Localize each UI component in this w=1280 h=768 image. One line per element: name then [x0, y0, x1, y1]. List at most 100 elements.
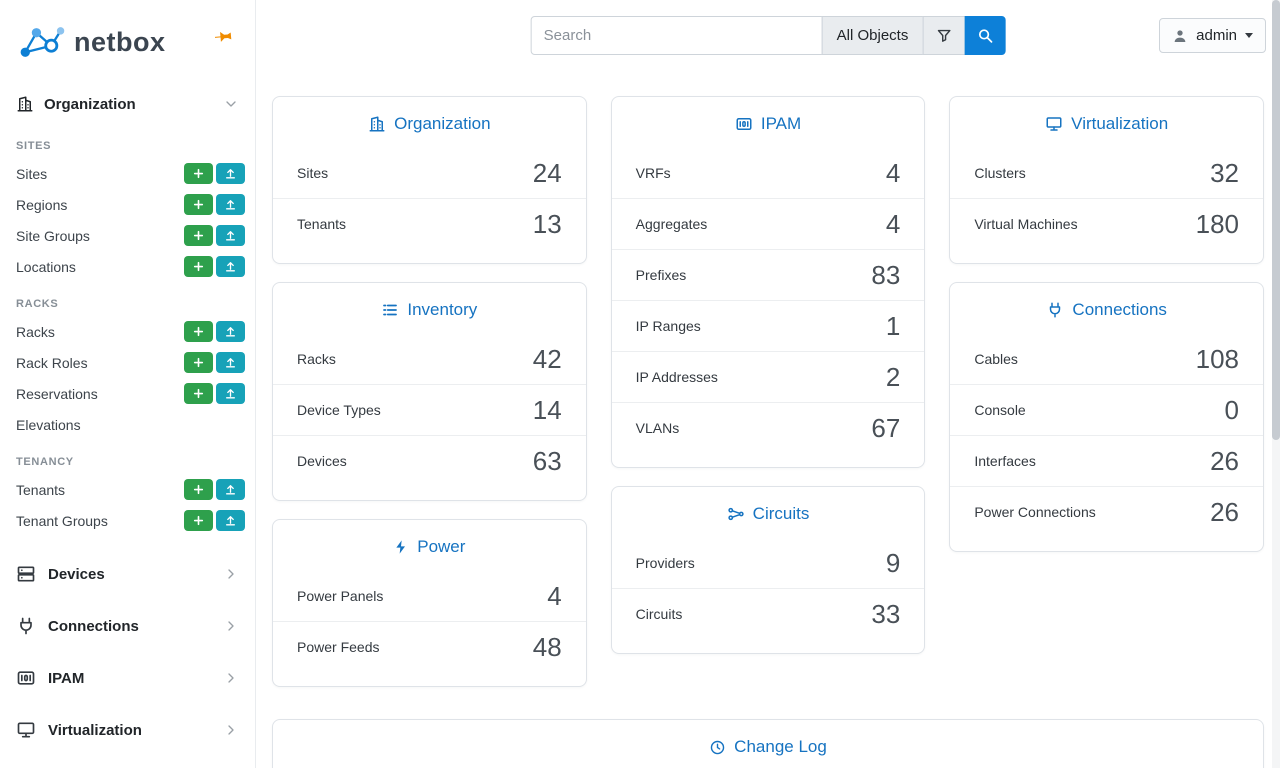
- import-button[interactable]: [216, 479, 245, 500]
- sidebar-link-sites[interactable]: Sites: [16, 165, 48, 182]
- sidebar-link-rack-roles[interactable]: Rack Roles: [16, 354, 88, 371]
- stat-value[interactable]: 4: [547, 581, 562, 611]
- upload-icon: [224, 356, 237, 369]
- stat-value[interactable]: 63: [532, 446, 562, 476]
- stat-value[interactable]: 67: [871, 413, 901, 443]
- sidebar-item-tenant-groups: Tenant Groups: [0, 505, 255, 536]
- cables-icon: [1046, 301, 1064, 319]
- building-icon: [368, 115, 386, 133]
- stat-value[interactable]: 4: [885, 209, 901, 239]
- sidebar-link-regions[interactable]: Regions: [16, 196, 68, 213]
- add-button[interactable]: [184, 479, 213, 500]
- sidebar-link-locations[interactable]: Locations: [16, 258, 76, 275]
- sidebar-link-tenants[interactable]: Tenants: [16, 481, 66, 498]
- stat-value[interactable]: 42: [532, 344, 562, 374]
- stat-value[interactable]: 32: [1210, 158, 1240, 188]
- stat-label: Cables: [974, 351, 1018, 367]
- card-title: Inventory: [273, 283, 586, 334]
- sidebar-link-reservations[interactable]: Reservations: [16, 385, 98, 402]
- import-button[interactable]: [216, 256, 245, 277]
- stat-label: Circuits: [635, 606, 683, 622]
- sidebar-link-elevations[interactable]: Elevations: [16, 416, 81, 433]
- add-button[interactable]: [184, 383, 213, 404]
- stat-label: Power Connections: [974, 504, 1096, 520]
- stat-label: Clusters: [974, 165, 1026, 181]
- filter-button[interactable]: [922, 16, 966, 55]
- stat-value[interactable]: 2: [885, 362, 901, 392]
- stat-label: Power Panels: [297, 588, 384, 604]
- import-button[interactable]: [216, 352, 245, 373]
- stat-row: Providers 9: [612, 538, 925, 588]
- stat-value[interactable]: 13: [532, 209, 562, 239]
- stat-row: Cables 108: [950, 334, 1263, 384]
- brand-name: netbox: [74, 26, 166, 57]
- ip-grid-icon: [16, 668, 36, 688]
- upload-icon: [224, 514, 237, 527]
- import-button[interactable]: [216, 163, 245, 184]
- stat-value[interactable]: 9: [885, 548, 901, 578]
- card-title: Circuits: [612, 487, 925, 538]
- stat-value[interactable]: 180: [1195, 209, 1240, 239]
- upload-icon: [224, 229, 237, 242]
- stat-label: Aggregates: [635, 216, 708, 232]
- user-menu-button[interactable]: admin: [1159, 18, 1266, 53]
- add-button[interactable]: [184, 352, 213, 373]
- stat-value[interactable]: 33: [871, 599, 901, 629]
- add-button[interactable]: [184, 194, 213, 215]
- stat-value[interactable]: 14: [532, 395, 562, 425]
- sidebar-link-site-groups[interactable]: Site Groups: [16, 227, 90, 244]
- sidebar-item-site-groups: Site Groups: [0, 220, 255, 251]
- stat-label: Sites: [297, 165, 329, 181]
- import-button[interactable]: [216, 383, 245, 404]
- sidebar-item-label: Connections: [48, 617, 139, 635]
- add-button[interactable]: [184, 510, 213, 531]
- import-button[interactable]: [216, 510, 245, 531]
- stat-value[interactable]: 26: [1210, 497, 1240, 527]
- sidebar-link-racks[interactable]: Racks: [16, 323, 55, 340]
- sidebar-item-label: IPAM: [48, 669, 85, 687]
- stat-row: VLANs 67: [611, 402, 925, 453]
- search-input[interactable]: [530, 16, 823, 55]
- stat-row: Sites 24: [273, 148, 586, 198]
- netbox-logo[interactable]: netbox: [16, 20, 166, 64]
- stat-value[interactable]: 26: [1210, 446, 1240, 476]
- pin-sidebar-icon[interactable]: [213, 25, 237, 49]
- object-type-select[interactable]: All Objects: [821, 16, 924, 55]
- stat-value[interactable]: 83: [871, 260, 901, 290]
- sidebar-item-connections[interactable]: Connections: [0, 600, 255, 652]
- sidebar-item-ipam[interactable]: IPAM: [0, 652, 255, 704]
- card-title-text: Inventory: [407, 300, 478, 319]
- sidebar-item-virtualization[interactable]: Virtualization: [0, 704, 255, 756]
- sidebar-item-label: Organization: [44, 95, 136, 113]
- add-button[interactable]: [184, 321, 213, 342]
- add-button[interactable]: [184, 256, 213, 277]
- stat-value[interactable]: 1: [885, 311, 901, 341]
- building-icon: [16, 95, 34, 113]
- import-button[interactable]: [216, 225, 245, 246]
- stat-label: Console: [974, 402, 1026, 418]
- upload-icon: [224, 387, 237, 400]
- stat-value[interactable]: 108: [1195, 344, 1240, 374]
- changelog-card: Change Log: [272, 719, 1264, 768]
- sidebar-item-tenants: Tenants: [0, 474, 255, 505]
- stat-label: Device Types: [297, 402, 381, 418]
- stat-value[interactable]: 0: [1224, 395, 1240, 425]
- scrollbar-thumb[interactable]: [1272, 0, 1280, 440]
- sidebar-item-elevations: Elevations: [0, 409, 255, 440]
- add-button[interactable]: [184, 225, 213, 246]
- search-submit-button[interactable]: [964, 16, 1006, 55]
- stat-value[interactable]: 24: [532, 158, 562, 188]
- import-button[interactable]: [216, 321, 245, 342]
- stat-value[interactable]: 48: [532, 632, 562, 662]
- plus-icon: [192, 198, 205, 211]
- import-button[interactable]: [216, 194, 245, 215]
- stat-label: IP Addresses: [635, 369, 718, 385]
- sidebar-item-devices[interactable]: Devices: [0, 548, 255, 600]
- sidebar-link-tenant-groups[interactable]: Tenant Groups: [16, 512, 108, 529]
- add-button[interactable]: [184, 163, 213, 184]
- stat-value[interactable]: 4: [885, 158, 901, 188]
- sidebar-item-locations: Locations: [0, 251, 255, 282]
- history-clock-icon: [709, 739, 726, 756]
- sidebar-item-organization[interactable]: Organization: [0, 84, 255, 124]
- brand-area: netbox: [0, 0, 255, 84]
